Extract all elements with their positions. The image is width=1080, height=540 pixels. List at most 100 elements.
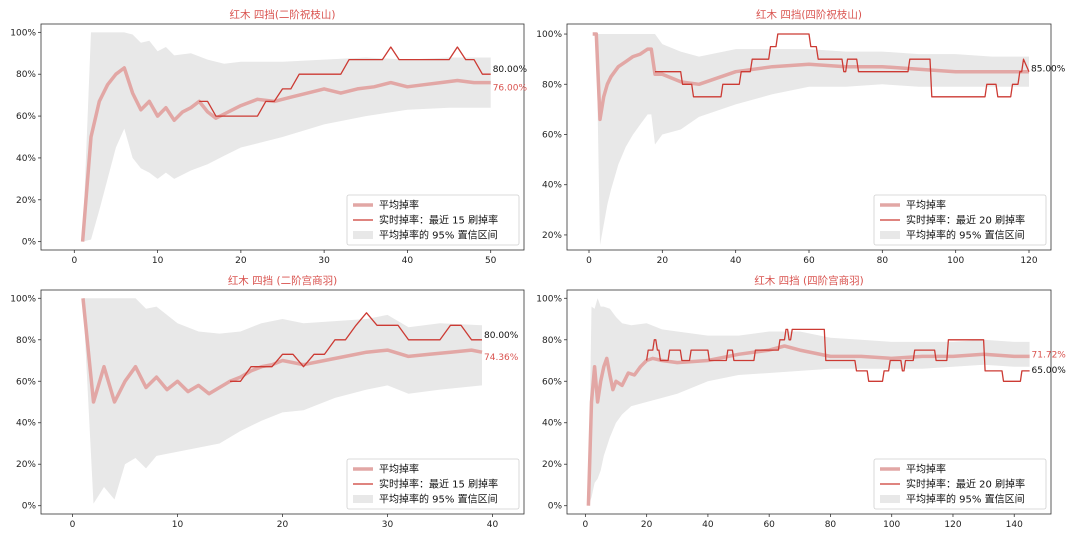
x-tick-label: 50 (485, 256, 497, 266)
y-tick-label: 0% (548, 502, 563, 512)
legend-entry-average: 平均掉率 (906, 199, 946, 212)
x-tick-label: 30 (382, 520, 394, 530)
y-tick-label: 40% (16, 154, 36, 164)
legend-entry-confidence: 平均掉率的 95% 置信区间 (906, 493, 1025, 506)
legend-swatch-confidence (353, 495, 373, 503)
y-tick-label: 20% (542, 231, 562, 241)
x-tick-label: 0 (586, 256, 592, 266)
y-tick-label: 60% (16, 377, 36, 387)
legend-entry-realtime: 实时掉率：最近 20 刷掉率 (906, 478, 1025, 491)
realtime-rate-line (645, 328, 1030, 382)
plot-area (586, 298, 1030, 506)
legend-entry-confidence: 平均掉率的 95% 置信区间 (379, 493, 498, 506)
x-tick-label: 0 (583, 520, 589, 530)
x-tick-label: 60 (763, 520, 775, 530)
y-tick-label: 100% (536, 30, 562, 40)
y-tick-label: 40% (542, 419, 562, 429)
y-tick-label: 100% (536, 294, 562, 304)
chart-title: 红木 四挡 (二阶宫商羽) (228, 274, 337, 287)
y-tick-label: 20% (542, 460, 562, 470)
y-tick-label: 40% (542, 181, 562, 191)
x-tick-label: 80 (825, 520, 837, 530)
x-tick-label: 0 (70, 520, 76, 530)
legend-entry-confidence: 平均掉率的 95% 置信区间 (379, 229, 498, 242)
x-tick-label: 140 (1006, 520, 1023, 530)
realtime-end-label: 80.00% (484, 331, 519, 341)
legend-entry-realtime: 实时掉率：最近 20 刷掉率 (906, 214, 1025, 227)
x-tick-label: 60 (803, 256, 815, 266)
confidence-band (592, 34, 1029, 245)
legend-swatch-confidence (353, 231, 373, 239)
x-tick-label: 30 (318, 256, 330, 266)
y-tick-label: 40% (16, 419, 36, 429)
x-tick-label: 10 (172, 520, 184, 530)
realtime-rate-line (655, 33, 1030, 98)
y-tick-label: 80% (16, 336, 36, 346)
x-tick-label: 120 (944, 520, 961, 530)
chart-panel-1: 红木 四挡(二阶祝枝山) 0% 20% 40% 60% 80% 100% 0 10 20 30 40 5… (10, 8, 527, 266)
chart-title: 红木 四挡 (四阶宫商羽) (754, 274, 863, 287)
x-tick-label: 40 (730, 256, 742, 266)
legend-entry-realtime: 实时掉率：最近 15 刷掉率 (379, 214, 498, 227)
y-tick-label: 60% (542, 130, 562, 140)
y-tick-label: 80% (542, 80, 562, 90)
x-tick-label: 20 (277, 520, 289, 530)
legend-entry-average: 平均掉率 (379, 463, 419, 476)
plot-area (81, 298, 483, 504)
chart-title: 红木 四挡(二阶祝枝山) (229, 8, 335, 21)
y-tick-label: 100% (10, 28, 36, 38)
x-tick-label: 0 (71, 256, 77, 266)
average-end-label: 74.36% (484, 353, 519, 363)
x-tick-label: 20 (657, 256, 669, 266)
y-tick-label: 0% (22, 238, 37, 248)
y-tick-label: 80% (542, 336, 562, 346)
x-tick-label: 40 (702, 520, 714, 530)
legend-box (346, 194, 520, 246)
legend-swatch-confidence (880, 495, 900, 503)
y-tick-label: 20% (16, 460, 36, 470)
plot-area (80, 32, 491, 242)
chart-panel-3: 红木 四挡 (二阶宫商羽) 0% 20% 40% 60% 80% 100% 0 10 20 30 40… (10, 274, 525, 530)
y-tick-label: 80% (16, 70, 36, 80)
chart-title: 红木 四挡(四阶祝枝山) (756, 8, 862, 21)
x-tick-label: 40 (402, 256, 414, 266)
y-tick-label: 60% (16, 112, 36, 122)
average-end-label: 71.72% (1032, 350, 1067, 360)
y-tick-label: 20% (16, 196, 36, 206)
legend-swatch-confidence (880, 231, 900, 239)
average-rate-line (81, 298, 483, 404)
x-tick-label: 10 (152, 256, 164, 266)
plot-frame (40, 23, 525, 251)
legend-box (873, 194, 1047, 246)
y-tick-label: 60% (542, 377, 562, 387)
realtime-rate-line (230, 312, 482, 382)
legend-entry-average: 平均掉率 (379, 199, 419, 212)
average-rate-line (592, 32, 1029, 122)
plot-area (592, 32, 1030, 245)
average-rate-line (586, 344, 1030, 506)
legend-box (873, 458, 1047, 510)
realtime-rate-line (199, 46, 491, 117)
average-rate-line (80, 66, 491, 242)
x-tick-label: 100 (947, 256, 964, 266)
x-tick-label: 20 (235, 256, 247, 266)
x-tick-label: 80 (877, 256, 889, 266)
legend-entry-average: 平均掉率 (906, 463, 946, 476)
realtime-end-label: 65.00% (1032, 366, 1067, 376)
plot-frame (566, 289, 1052, 515)
legend-box (346, 458, 520, 510)
chart-panel-4: 红木 四挡 (四阶宫商羽) 0% 20% 40% 60% 80% 100% 0 20 40 60 80… (536, 274, 1066, 530)
x-tick-label: 20 (641, 520, 653, 530)
y-tick-label: 100% (10, 294, 36, 304)
average-end-label: 76.00% (493, 84, 528, 94)
realtime-end-label: 80.00% (493, 65, 528, 75)
chart-panel-2: 红木 四挡(四阶祝枝山) 20% 40% 60% 80% 100% 0 20 40 60 80 100… (536, 8, 1065, 266)
y-tick-label: 0% (22, 502, 37, 512)
x-tick-label: 40 (487, 520, 499, 530)
x-tick-label: 120 (1020, 256, 1037, 266)
x-tick-label: 100 (883, 520, 900, 530)
